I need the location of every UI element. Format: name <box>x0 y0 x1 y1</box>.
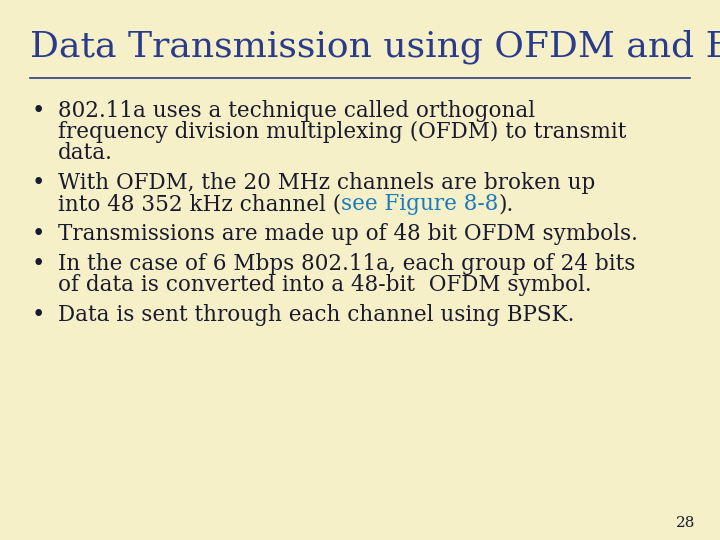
Text: Data is sent through each channel using BPSK.: Data is sent through each channel using … <box>58 304 575 326</box>
Text: data.: data. <box>58 142 113 164</box>
Text: Transmissions are made up of 48 bit OFDM symbols.: Transmissions are made up of 48 bit OFDM… <box>58 223 638 245</box>
Text: frequency division multiplexing (OFDM) to transmit: frequency division multiplexing (OFDM) t… <box>58 121 626 143</box>
Text: •: • <box>32 223 45 245</box>
Text: •: • <box>32 100 45 122</box>
Text: •: • <box>32 304 45 326</box>
Text: •: • <box>32 172 45 194</box>
Text: With OFDM, the 20 MHz channels are broken up: With OFDM, the 20 MHz channels are broke… <box>58 172 595 194</box>
Text: In the case of 6 Mbps 802.11a, each group of 24 bits: In the case of 6 Mbps 802.11a, each grou… <box>58 253 635 275</box>
Text: 802.11a uses a technique called orthogonal: 802.11a uses a technique called orthogon… <box>58 100 535 122</box>
Text: Data Transmission using OFDM and BPSK: Data Transmission using OFDM and BPSK <box>30 30 720 64</box>
Text: 28: 28 <box>675 516 695 530</box>
Text: of data is converted into a 48-bit  OFDM symbol.: of data is converted into a 48-bit OFDM … <box>58 274 592 296</box>
Text: see Figure 8-8: see Figure 8-8 <box>341 193 498 215</box>
Text: •: • <box>32 253 45 275</box>
Text: ).: ). <box>498 193 514 215</box>
Text: into 48 352 kHz channel (: into 48 352 kHz channel ( <box>58 193 341 215</box>
